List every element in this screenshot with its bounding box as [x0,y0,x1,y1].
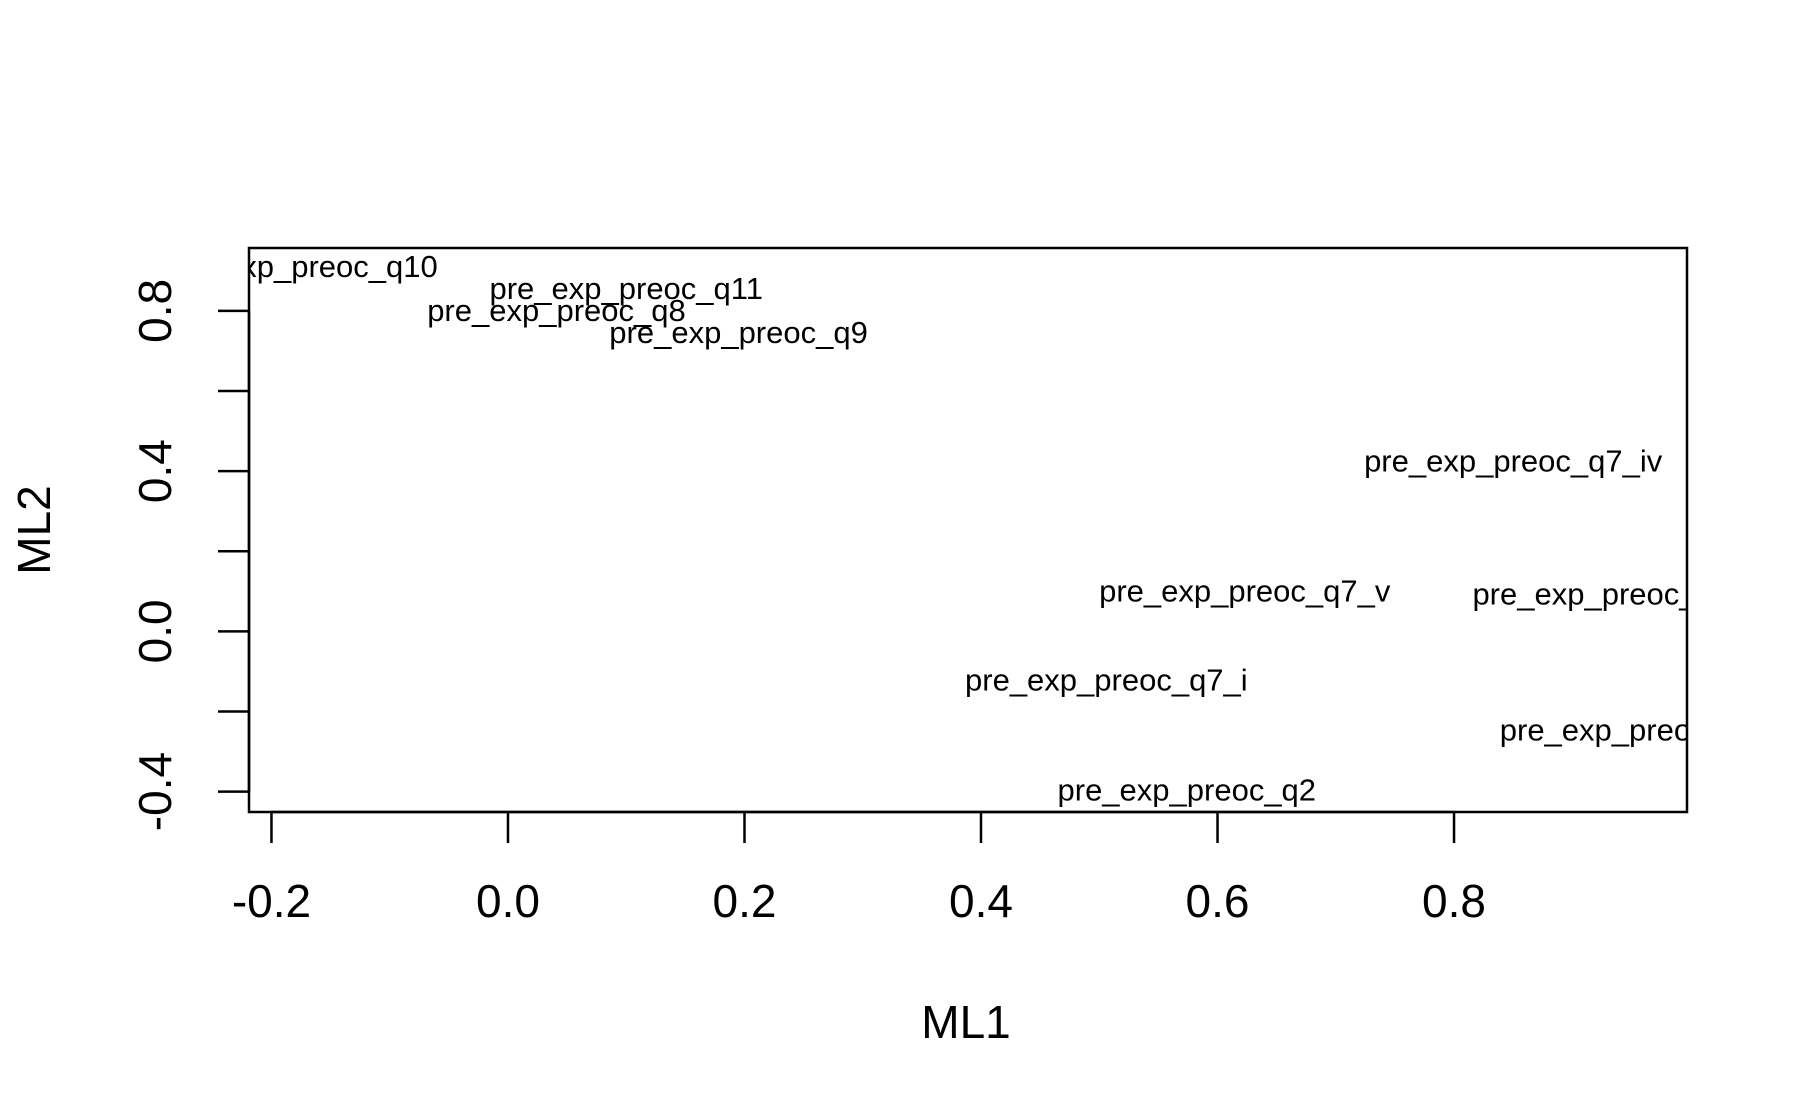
y-tick-label: 0.8 [129,279,181,343]
point-label: pre_exp_preoc_q7_v [1099,573,1391,608]
point-label: pre_exp_preoc_q8 [427,293,686,328]
plot-box [247,246,1689,814]
y-tick-label: -0.4 [129,752,181,831]
x-tick-label: 0.8 [1422,875,1486,927]
x-tick-label: 0.4 [949,875,1013,927]
x-tick-label: 0.2 [713,875,777,927]
x-tick-label: 0.6 [1186,875,1250,927]
point-label: pre_exp_preoc_q7_iii [1500,712,1796,747]
y-tick-label: 0.0 [129,599,181,663]
x-tick-label: 0.0 [476,875,540,927]
x-axis-title: ML1 [921,996,1010,1048]
point-label: pre_exp_preoc_q10 [162,249,438,284]
x-tick-label: -0.2 [232,875,311,927]
point-label: pre_exp_preoc_q7_i [965,662,1248,697]
point-label: pre_exp_preoc_q7_iv [1364,444,1663,479]
point-label: pre_exp_preoc_q7_ii [1472,577,1762,612]
y-tick-label: 0.4 [129,439,181,503]
point-label: pre_exp_preoc_q9 [609,315,868,350]
points: pre_exp_preoc_q10pre_exp_preoc_q11pre_ex… [162,249,1796,808]
point-label: pre_exp_preoc_q2 [1058,773,1317,808]
y-axis-title: ML2 [8,485,60,574]
point-label: pre_exp_preoc_q11 [489,271,762,306]
